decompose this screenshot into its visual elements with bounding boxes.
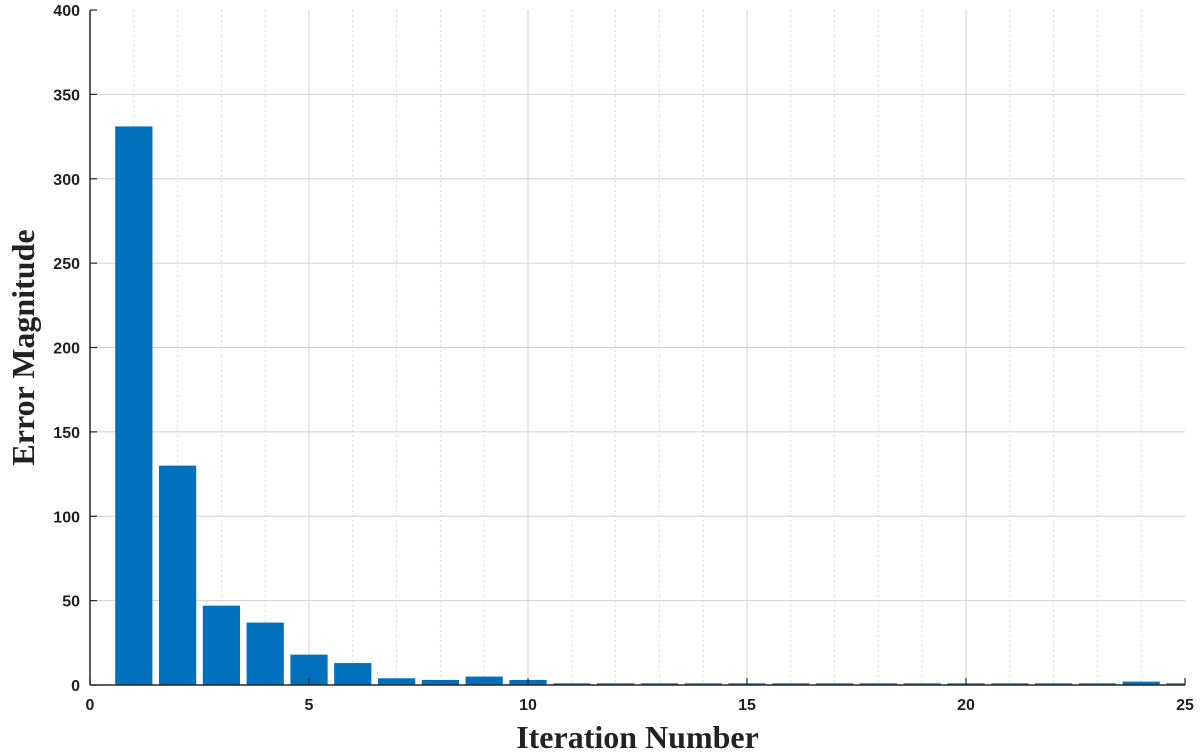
bar bbox=[684, 683, 722, 685]
bar bbox=[1166, 683, 1185, 685]
y-tick-label: 250 bbox=[53, 256, 80, 273]
grid-lines bbox=[90, 10, 1185, 685]
bar bbox=[1034, 683, 1073, 685]
bar bbox=[772, 683, 810, 685]
bar bbox=[465, 676, 503, 685]
bar bbox=[377, 678, 416, 685]
bar bbox=[596, 683, 635, 685]
bar bbox=[640, 683, 679, 685]
y-tick-label: 300 bbox=[53, 172, 80, 189]
x-tick-label: 10 bbox=[519, 697, 537, 714]
bar bbox=[859, 683, 898, 685]
bar bbox=[553, 683, 591, 685]
bar bbox=[815, 683, 854, 685]
x-axis-title: Iteration Number bbox=[516, 719, 759, 754]
tick-labels: 0 50 100 150 200 250 300 350 400 0 5 10 15 20 25 bbox=[53, 3, 1194, 714]
x-tick-label: 5 bbox=[305, 697, 314, 714]
bar bbox=[115, 126, 153, 685]
y-tick-label: 150 bbox=[53, 425, 80, 442]
axes bbox=[89, 9, 1186, 686]
bar bbox=[246, 622, 284, 685]
bar bbox=[421, 679, 460, 685]
bar bbox=[1122, 681, 1160, 685]
bar bbox=[202, 605, 241, 685]
y-tick-label: 0 bbox=[71, 678, 80, 695]
x-tick-label: 15 bbox=[738, 697, 756, 714]
y-tick-label: 100 bbox=[53, 509, 80, 526]
x-tick-label: 20 bbox=[957, 697, 975, 714]
y-tick-label: 50 bbox=[62, 594, 80, 611]
bar bbox=[1078, 683, 1117, 685]
bars bbox=[115, 126, 1185, 685]
y-axis-title: Error Magnitude bbox=[5, 229, 41, 465]
y-tick-label: 200 bbox=[53, 341, 80, 358]
bar bbox=[991, 683, 1029, 685]
y-tick-label: 400 bbox=[53, 3, 80, 20]
x-tick-label: 25 bbox=[1176, 697, 1194, 714]
x-tick-label: 0 bbox=[86, 697, 95, 714]
bar bbox=[903, 683, 941, 685]
bar bbox=[158, 465, 197, 685]
bar bbox=[334, 663, 372, 685]
y-tick-label: 350 bbox=[53, 87, 80, 104]
